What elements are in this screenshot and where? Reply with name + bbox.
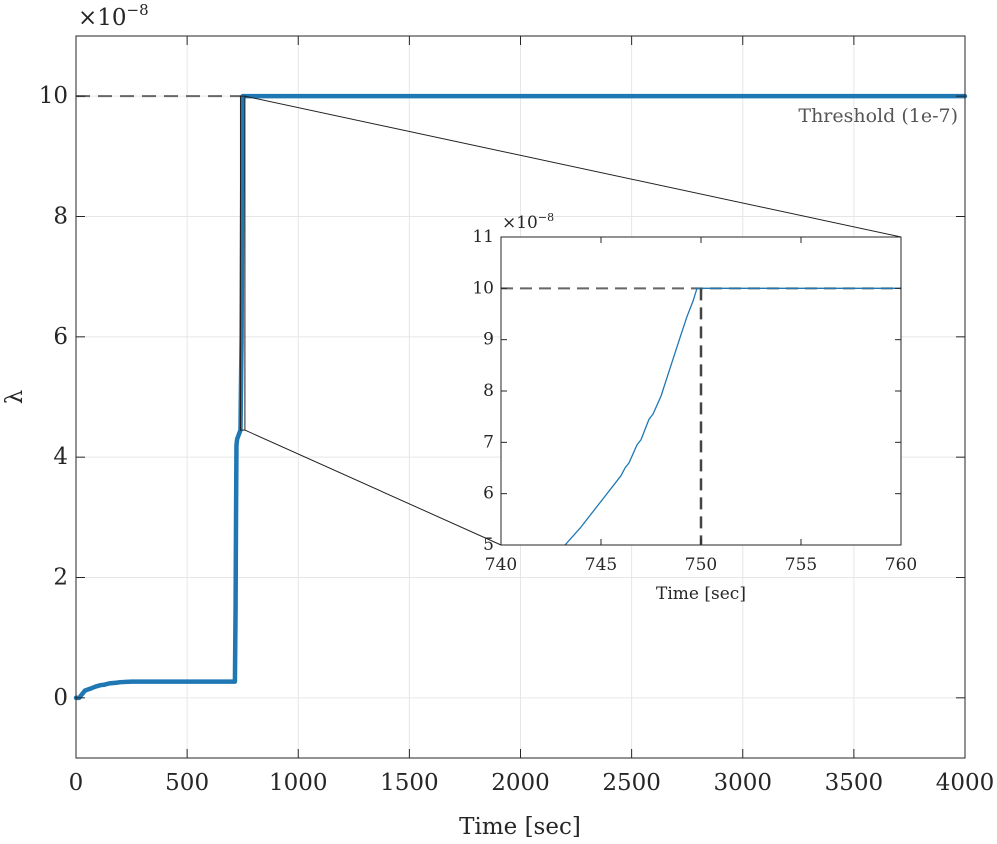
inset-y-multiplier-exponent: −8 xyxy=(538,211,554,224)
main-x-axis-label: Time [sec] xyxy=(459,814,581,840)
inset-ticks xyxy=(500,236,902,546)
main-y-tick-label: 8 xyxy=(53,204,68,230)
zoom-connectors xyxy=(239,95,902,546)
main-y-tick-label: 10 xyxy=(39,83,68,109)
main-y-multiplier: ×10−8 xyxy=(78,1,149,31)
inset-axes: 740 745 750 755 760 5 6 7 8 9 10 11 Time [sec] ×10… xyxy=(472,211,917,604)
inset-x-tick-label: 745 xyxy=(585,555,617,575)
main-x-tick-label: 0 xyxy=(69,770,84,796)
main-x-tick-label: 2000 xyxy=(491,770,550,796)
inset-ytick-labels: 5 6 7 8 9 10 11 xyxy=(472,227,494,555)
inset-x-axis-label: Time [sec] xyxy=(656,584,746,604)
main-x-tick-label: 2500 xyxy=(602,770,661,796)
main-x-tick-label: 500 xyxy=(165,770,209,796)
inset-x-tick-label: 760 xyxy=(885,555,917,575)
zoom-connector-top xyxy=(244,95,902,238)
main-y-tick-label: 0 xyxy=(53,685,68,711)
inset-y-tick-label: 7 xyxy=(483,432,494,452)
inset-y-tick-label: 11 xyxy=(472,227,494,247)
main-y-tick-label: 4 xyxy=(53,444,68,470)
main-xtick-labels: 0 500 1000 1500 2000 2500 3000 3500 4000 xyxy=(69,770,995,796)
threshold-label: Threshold (1e-7) xyxy=(798,105,958,127)
inset-y-tick-label: 5 xyxy=(483,535,494,555)
zoom-connector-bottom xyxy=(244,429,502,546)
inset-y-tick-label: 8 xyxy=(483,381,494,401)
inset-x-tick-label: 755 xyxy=(785,555,817,575)
inset-x-tick-label: 750 xyxy=(685,555,717,575)
main-x-tick-label: 3000 xyxy=(713,770,772,796)
inset-y-multiplier-base: ×10 xyxy=(502,213,538,233)
main-y-tick-label: 2 xyxy=(53,565,68,591)
inset-series-layer xyxy=(564,287,901,545)
main-y-multiplier-base: ×10 xyxy=(78,5,127,31)
inset-y-tick-label: 10 xyxy=(472,278,494,298)
inset-x-tick-label: 740 xyxy=(485,555,517,575)
main-x-tick-label: 4000 xyxy=(936,770,995,796)
main-x-tick-label: 3500 xyxy=(825,770,884,796)
zoom-box xyxy=(239,95,246,431)
inset-xtick-labels: 740 745 750 755 760 xyxy=(485,555,917,575)
main-x-tick-label: 1000 xyxy=(269,770,328,796)
inset-y-tick-label: 6 xyxy=(483,484,494,504)
inset-series-line-0 xyxy=(564,287,901,545)
main-x-tick-label: 1500 xyxy=(380,770,439,796)
main-y-axis-label: λ xyxy=(2,390,28,405)
inset-y-tick-label: 9 xyxy=(483,330,494,350)
main-ticks xyxy=(75,36,966,758)
main-y-tick-label: 6 xyxy=(53,324,68,350)
main-y-multiplier-exponent: −8 xyxy=(127,1,149,19)
inset-y-multiplier: ×10−8 xyxy=(502,211,554,233)
main-ytick-labels: 0 2 4 6 8 10 xyxy=(39,83,68,711)
